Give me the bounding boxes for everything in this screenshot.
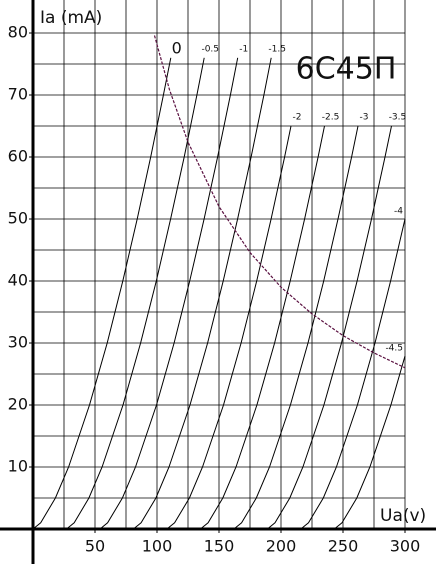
y-tick-label: 20 — [8, 395, 28, 414]
curves — [32, 35, 406, 530]
y-axis-title: Ia (mA) — [40, 8, 102, 28]
x-tick-label: 100 — [142, 537, 173, 556]
limit-curve — [153, 35, 406, 369]
chart-title: 6C45П — [296, 52, 397, 87]
curve-label: -3 — [360, 113, 369, 123]
y-tick-label: 30 — [8, 333, 28, 352]
labels: 10 20 30 40 50 60 70 80 50 100 150 200 250 300 0 -0.5 -1… — [8, 23, 421, 556]
x-tick-label: 250 — [328, 537, 359, 556]
curve-label: -3.5 — [389, 113, 407, 123]
x-tick-label: 150 — [204, 537, 235, 556]
y-tick-label: 50 — [8, 209, 28, 228]
y-tick-label: 70 — [8, 85, 28, 104]
y-tick-label: 10 — [8, 457, 28, 476]
curve-label: -4.5 — [385, 344, 403, 354]
curve-label: -4 — [394, 207, 403, 217]
curve-label: -2 — [293, 113, 302, 123]
curve-label: -0.5 — [201, 44, 219, 54]
plate-curve — [300, 218, 406, 530]
x-tick-label: 200 — [266, 537, 297, 556]
plate-curve — [133, 57, 272, 530]
plate-curve — [166, 125, 292, 530]
y-tick-label: 40 — [8, 271, 28, 290]
curve-label: -2.5 — [322, 113, 340, 123]
plate-curve — [66, 57, 205, 530]
plate-curve — [267, 125, 392, 530]
curve-label: -1.5 — [268, 44, 286, 54]
x-tick-label: 300 — [390, 537, 421, 556]
plate-curve — [233, 125, 359, 530]
curve-label: 0 — [172, 38, 182, 57]
y-tick-label: 60 — [8, 147, 28, 166]
plate-curve — [333, 355, 406, 530]
y-tick-label: 80 — [8, 23, 28, 42]
x-tick-label: 50 — [85, 537, 105, 556]
x-axis-title: Ua(v) — [380, 506, 426, 526]
plate-curve — [200, 125, 325, 530]
plate-curve — [99, 57, 239, 530]
plate-curve — [32, 57, 172, 530]
curve-label: -1 — [239, 44, 248, 54]
